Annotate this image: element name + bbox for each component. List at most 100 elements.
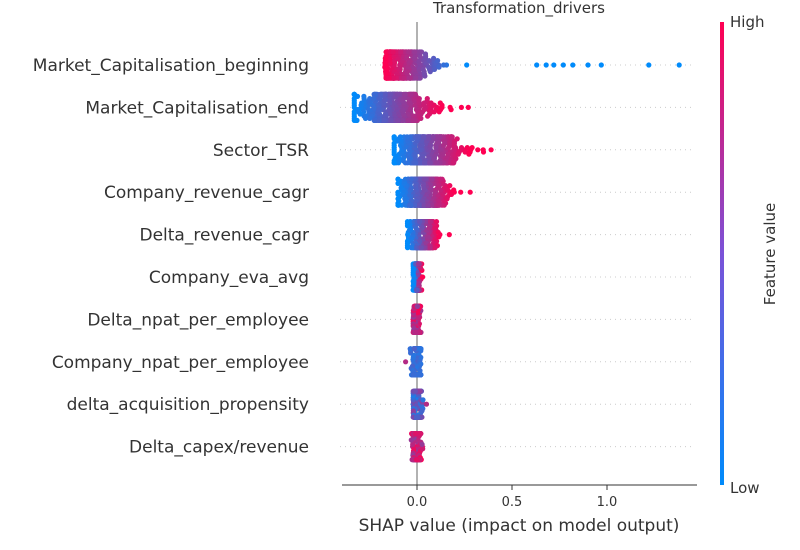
shap-point <box>420 274 426 280</box>
feature-label: Delta_npat_per_employee <box>87 310 309 330</box>
shap-point <box>391 75 397 81</box>
shap-point <box>585 62 591 68</box>
shap-point <box>646 62 652 68</box>
feature-labels: Market_Capitalisation_beginning Market_Ca… <box>33 56 309 458</box>
x-tick-label: 0.0 <box>407 495 428 510</box>
shap-point <box>427 219 433 225</box>
shap-point <box>403 359 409 365</box>
shap-point <box>404 245 411 251</box>
shap-point <box>387 111 393 117</box>
shap-point <box>467 189 473 195</box>
shap-point <box>411 372 417 378</box>
shap-point <box>454 136 460 142</box>
shap-point <box>412 431 419 437</box>
shap-point <box>419 441 425 447</box>
shap-point <box>551 62 557 68</box>
shap-point <box>413 287 419 293</box>
shap-point <box>425 134 431 140</box>
shap-point <box>431 109 437 115</box>
shap-point <box>381 117 387 123</box>
shap-point <box>451 187 457 193</box>
shap-point <box>408 176 414 182</box>
shap-point <box>413 75 419 81</box>
shap-point <box>406 75 412 81</box>
shap-point <box>390 49 396 55</box>
shap-point <box>413 329 419 335</box>
shap-point <box>394 91 400 97</box>
shap-point <box>412 49 418 55</box>
colorbar-low-label: Low <box>730 479 760 497</box>
shap-points <box>351 49 682 463</box>
shap-point <box>402 91 408 97</box>
shap-point <box>398 49 404 55</box>
shap-point <box>395 176 401 182</box>
shap-point <box>448 191 455 197</box>
shap-point <box>447 183 453 189</box>
shap-point <box>429 202 435 208</box>
shap-point <box>464 62 470 68</box>
shap-point <box>412 388 418 394</box>
feature-label: Delta_revenue_cagr <box>139 226 309 246</box>
shap-point <box>475 147 481 153</box>
feature-label: delta_acquisition_propensity <box>67 395 309 415</box>
shap-point <box>387 91 393 97</box>
shap-point <box>432 245 438 251</box>
shap-point <box>362 115 369 121</box>
shap-point <box>408 91 414 97</box>
feature-guide-lines <box>340 64 695 448</box>
shap-point <box>462 149 468 155</box>
shap-point <box>418 115 424 121</box>
feature-label: Company_eva_avg <box>149 268 309 288</box>
shap-point <box>351 117 357 123</box>
shap-point <box>421 176 427 182</box>
shap-point <box>424 96 430 102</box>
shap-point <box>427 160 433 166</box>
shap-point <box>435 229 441 235</box>
shap-point <box>401 75 407 81</box>
shap-point <box>372 91 378 97</box>
shap-point <box>391 160 397 166</box>
chart-title: Transformation_drivers <box>432 0 605 18</box>
shap-point <box>376 117 382 123</box>
shap-point <box>406 117 412 123</box>
shap-point <box>359 100 365 106</box>
shap-point <box>383 49 389 55</box>
shap-point <box>361 93 367 99</box>
shap-point <box>431 66 438 72</box>
shap-point <box>570 62 576 68</box>
shap-point <box>412 160 418 166</box>
shap-point <box>433 219 440 225</box>
shap-point <box>415 261 422 267</box>
shap-point <box>425 202 431 208</box>
shap-point <box>426 66 433 72</box>
colorbar <box>720 22 724 485</box>
feature-label: Delta_capex/revenue <box>129 438 309 458</box>
feature-label: Market_Capitalisation_end <box>85 98 309 118</box>
shap-point <box>417 431 423 437</box>
x-tick-label: 0.5 <box>502 495 523 510</box>
shap-point <box>413 457 419 463</box>
shap-point <box>416 96 422 102</box>
shap-point <box>458 145 465 151</box>
shap-point <box>448 134 454 140</box>
shap-point <box>448 107 454 113</box>
shap-point <box>417 219 423 225</box>
shap-point <box>435 58 441 64</box>
shap-point <box>435 202 442 208</box>
shap-point <box>429 176 435 182</box>
shap-point <box>395 117 401 123</box>
shap-point <box>427 245 433 251</box>
shap-point <box>408 202 414 208</box>
shap-point <box>439 104 445 110</box>
shap-point <box>383 53 389 59</box>
shap-point <box>420 397 426 403</box>
shap-point <box>411 346 418 352</box>
shap-point <box>436 234 442 240</box>
x-tick-label: 1.0 <box>597 495 618 510</box>
shap-point <box>434 160 440 166</box>
shap-point <box>383 71 389 77</box>
shap-point <box>421 100 427 106</box>
shap-point <box>488 147 494 153</box>
shap-point <box>437 176 444 182</box>
shap-point <box>411 202 418 208</box>
